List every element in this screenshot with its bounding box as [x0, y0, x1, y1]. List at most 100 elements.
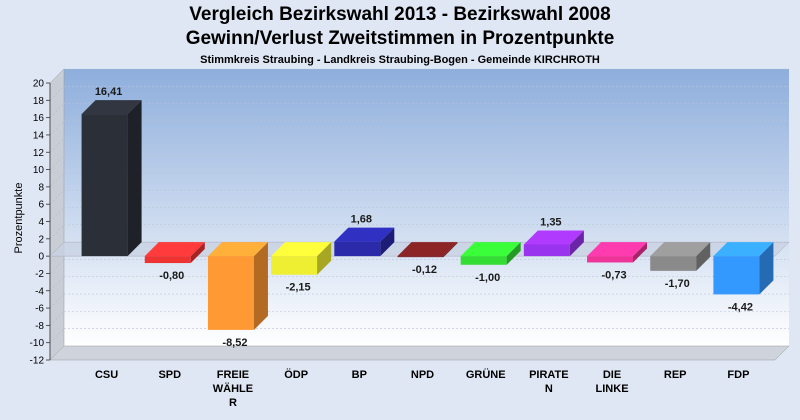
y-tick-label: -8 — [35, 321, 44, 332]
y-tick-label: 0 — [38, 252, 44, 263]
data-label: -0,80 — [159, 270, 184, 282]
bar-side — [317, 242, 332, 275]
bar-top — [334, 227, 395, 242]
bar-side — [506, 242, 521, 265]
x-tick-label: DIE — [603, 369, 621, 381]
data-label: -4,42 — [728, 301, 753, 313]
bar-side — [633, 242, 648, 263]
bar-front — [523, 244, 570, 257]
bar-top — [587, 242, 648, 257]
y-tick-label: 6 — [38, 200, 44, 211]
gridline-side — [49, 120, 65, 136]
bar-side — [696, 242, 711, 271]
data-label: -8,52 — [222, 337, 247, 349]
y-tick-label: -2 — [35, 269, 44, 280]
bar-front — [650, 256, 697, 271]
x-tick-label: REP — [664, 369, 687, 381]
bar-top — [144, 242, 205, 257]
gridline-side — [49, 68, 65, 84]
y-tick-label: 4 — [38, 217, 44, 228]
chart-title: Vergleich Bezirkswahl 2013 - Bezirkswahl… — [189, 4, 611, 25]
bar-top — [713, 242, 774, 257]
bar-3 — [271, 242, 332, 275]
y-tick-label: 2 — [38, 234, 44, 245]
y-tick-label: 10 — [33, 165, 45, 176]
bar-1 — [144, 242, 205, 264]
x-tick-label: BP — [352, 369, 367, 381]
x-tick-label: R — [229, 397, 237, 409]
bar-side — [253, 242, 268, 330]
bar-side — [443, 242, 458, 258]
data-label: -1,70 — [665, 278, 690, 290]
y-tick-label: 20 — [33, 79, 45, 90]
gridline-side — [49, 207, 65, 222]
x-tick-label: PIRATE — [529, 369, 569, 381]
x-tick-label: LINKE — [596, 383, 629, 395]
y-tick-label: 16 — [33, 113, 45, 124]
gridline-side — [49, 224, 65, 240]
gridline-side — [49, 311, 65, 326]
bar-6 — [460, 242, 521, 265]
bar-7 — [523, 230, 584, 257]
bar-0 — [81, 100, 142, 257]
bar-front — [81, 114, 128, 257]
bar-front — [334, 241, 381, 257]
x-tick-label: ÖDP — [284, 368, 308, 381]
bar-front — [587, 256, 634, 263]
y-tick-label: 8 — [38, 182, 44, 193]
data-label: -0,12 — [412, 264, 437, 276]
bar-2 — [207, 242, 268, 330]
bar-4 — [334, 227, 395, 257]
chart-title-line-2: Gewinn/Verlust Zweitstimmen in Prozentpu… — [185, 28, 615, 49]
gridline-side — [49, 189, 65, 205]
gridline-side — [49, 259, 65, 274]
bar-10 — [713, 242, 774, 295]
x-tick-label: CSU — [95, 369, 118, 381]
y-tick-label: -6 — [35, 304, 44, 315]
gridline-side — [49, 172, 65, 188]
data-label: 1,68 — [351, 214, 372, 226]
data-label: 16,41 — [95, 86, 123, 98]
x-tick-label: WÄHLE — [213, 382, 253, 395]
gridline-side — [49, 345, 65, 361]
gridline-side — [49, 103, 65, 118]
floor — [49, 345, 790, 361]
bar-side — [127, 100, 142, 257]
bar-top — [207, 242, 268, 257]
bar-front — [207, 256, 254, 330]
gridline-side — [49, 276, 65, 291]
gridline-side — [49, 293, 65, 309]
x-tick-label: GRÜNE — [466, 368, 506, 381]
bar-top — [271, 242, 332, 257]
bar-8 — [587, 242, 648, 263]
gridline-side — [49, 328, 65, 343]
bar-top — [460, 242, 521, 257]
x-tick-label: FREIE — [217, 369, 249, 381]
bar-front — [144, 256, 191, 264]
y-tick-label: 14 — [33, 130, 45, 141]
bar-front — [460, 256, 507, 265]
x-tick-label: N — [545, 383, 553, 395]
bar-side — [759, 242, 774, 295]
x-tick-label: NPD — [411, 369, 434, 381]
y-tick-label: -4 — [35, 286, 44, 297]
bar-top — [523, 230, 584, 245]
bar-side — [569, 230, 584, 257]
data-label: 1,35 — [540, 216, 561, 228]
bar-top — [397, 242, 458, 257]
gridline-side — [49, 155, 65, 170]
bar-side — [380, 227, 395, 257]
bar-front — [271, 256, 318, 275]
data-label: -1,00 — [475, 272, 500, 284]
bar-top — [81, 100, 142, 115]
data-label: -0,73 — [602, 269, 627, 281]
gridline-side — [49, 138, 65, 153]
bar-side — [190, 242, 205, 264]
bar-front — [397, 256, 444, 258]
y-axis-title: Prozentpunkte — [13, 183, 25, 254]
data-label: -2,15 — [286, 282, 311, 294]
bar-front — [713, 256, 760, 295]
y-tick-label: 12 — [33, 148, 45, 159]
